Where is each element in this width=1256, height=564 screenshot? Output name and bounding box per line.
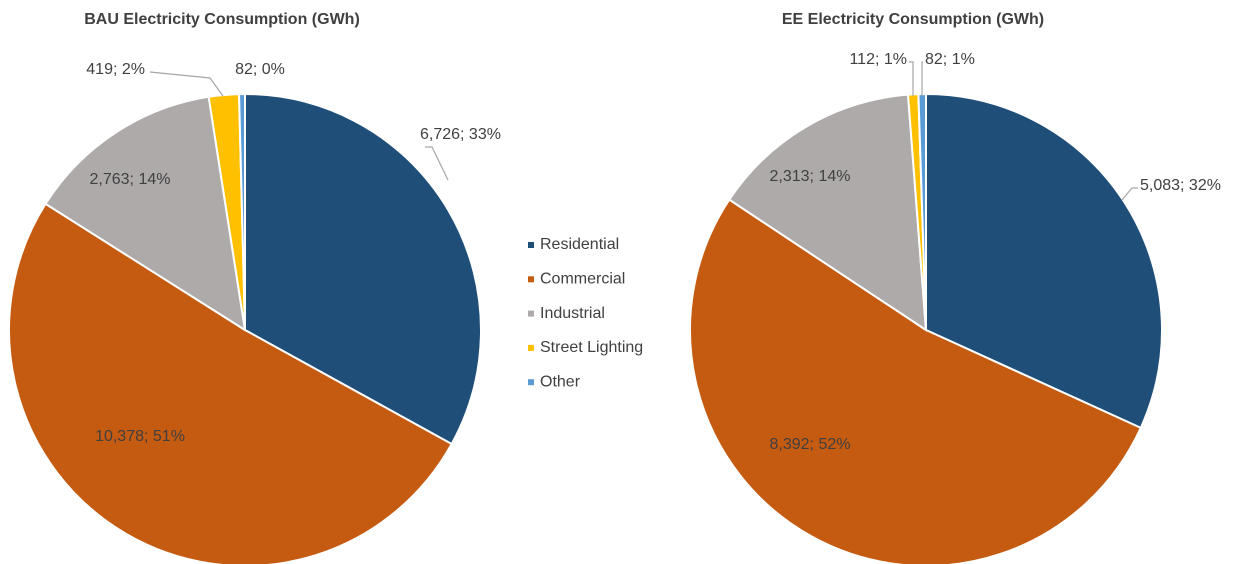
legend-marker	[528, 310, 534, 317]
chart-title: BAU Electricity Consumption (GWh)	[84, 11, 360, 28]
data-label: 2,313; 14%	[770, 168, 851, 185]
pie-slice	[727, 93, 928, 332]
data-label: 8,392; 52%	[770, 436, 851, 453]
legend-marker	[528, 276, 534, 283]
legend-marker	[528, 242, 534, 248]
legend-label: Street Lighting	[540, 339, 643, 356]
leader-line	[909, 61, 914, 96]
data-label: 419; 2%	[86, 61, 145, 78]
data-label: 2,763; 14%	[90, 171, 171, 188]
legend-label: Commercial	[540, 271, 625, 288]
pie-slice	[8, 202, 454, 564]
pie-slice	[44, 95, 247, 333]
pie-slice	[244, 92, 482, 446]
pie-slice	[238, 92, 246, 331]
data-label: 82; 0%	[235, 61, 285, 78]
legend-label: Industrial	[540, 305, 605, 322]
pie-slice	[689, 198, 1143, 564]
data-label: 5,083; 32%	[1140, 177, 1221, 194]
data-label: 82; 1%	[925, 51, 975, 68]
leader-line	[149, 71, 224, 97]
leader-line	[921, 61, 923, 96]
chart-title: EE Electricity Consumption (GWh)	[782, 11, 1044, 28]
data-label: 6,726; 33%	[420, 126, 501, 143]
data-label: 112; 1%	[849, 51, 907, 68]
legend-label: Residential	[540, 236, 619, 253]
legend-marker	[528, 344, 534, 351]
leader-line	[425, 146, 449, 181]
legend-label: Other	[540, 373, 581, 390]
pie-slice	[925, 92, 1164, 430]
legend-marker	[528, 379, 534, 386]
data-label: 10,378; 51%	[95, 428, 185, 445]
leader-line	[1121, 187, 1138, 201]
